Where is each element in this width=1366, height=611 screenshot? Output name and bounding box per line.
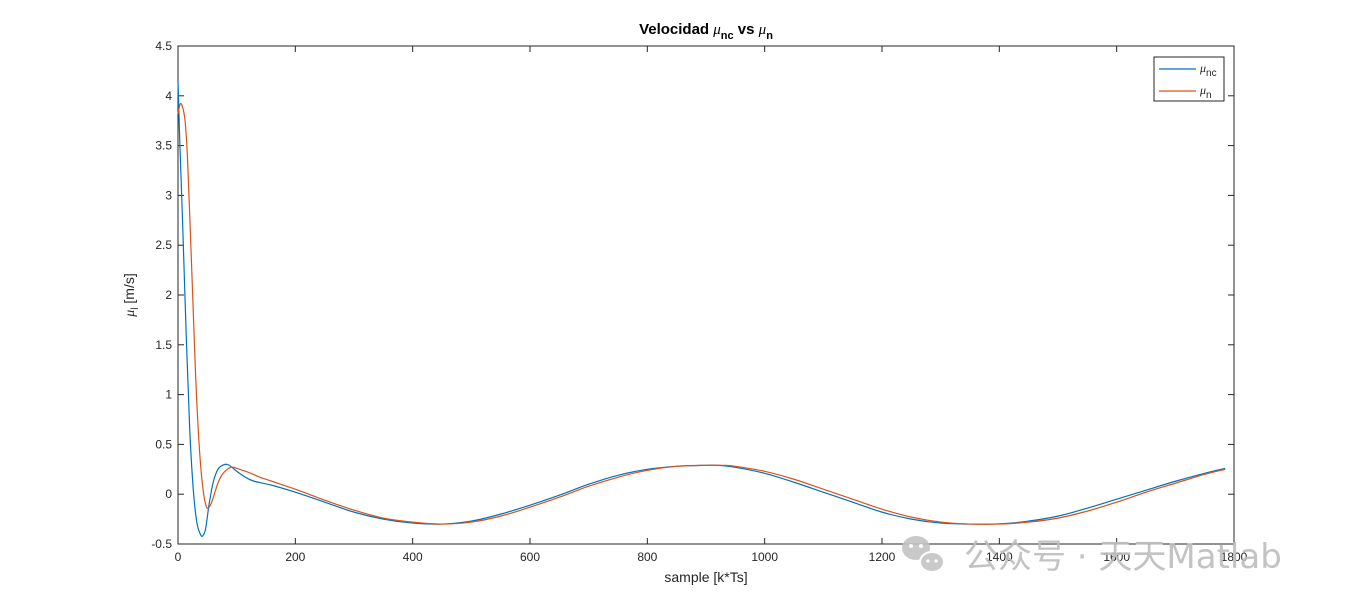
watermark: 公众号 · 天天Matlab xyxy=(902,536,1282,577)
series-lines xyxy=(177,80,1226,537)
series-line-mu-n xyxy=(177,102,1226,525)
x-tick-label: 400 xyxy=(403,550,423,564)
y-tick-labels: -0.5 0 0.5 1 1.5 2 2.5 3 3.5 4 4.5 xyxy=(151,39,172,551)
x-tick-labels: 0 200 400 600 800 1000 1200 1400 1600 1800 xyxy=(175,550,1248,564)
x-tick-label: 1400 xyxy=(986,550,1013,564)
chart-title: Velocidad μnc vs μn xyxy=(639,21,773,42)
chart-title-sub2: n xyxy=(766,30,773,42)
legend-label-mu-n: μn xyxy=(1199,83,1212,101)
chart-title-sub1: nc xyxy=(721,30,734,42)
legend-label-mu-n-mu: μ xyxy=(1199,83,1206,97)
x-tick-label: 1000 xyxy=(751,550,778,564)
y-tick-label: 0.5 xyxy=(155,437,172,451)
chart-title-mu1: μ xyxy=(712,22,721,38)
legend[interactable]: μnc μn xyxy=(1153,56,1225,102)
y-axis-label: μl [m/s] xyxy=(121,273,141,318)
x-axis-label: sample [k*Ts] xyxy=(664,569,747,585)
x-tick-label: 600 xyxy=(520,550,540,564)
y-axis-label-sub: l xyxy=(130,307,141,309)
legend-label-mu-n-sub: n xyxy=(1206,90,1212,101)
x-tick-label: 1200 xyxy=(869,550,896,564)
y-axis-label-mu: μ xyxy=(123,310,138,318)
y-tick-label: 1.5 xyxy=(155,338,172,352)
y-tick-label: 4 xyxy=(165,89,172,103)
plot-area xyxy=(177,45,1235,545)
y-tick-label: -0.5 xyxy=(151,537,172,551)
y-tick-label: 4.5 xyxy=(155,39,172,53)
legend-box xyxy=(1153,56,1225,102)
x-tick-label: 1600 xyxy=(1103,550,1130,564)
y-tick-label: 3 xyxy=(165,188,172,202)
y-tick-label: 0 xyxy=(165,487,172,501)
y-axis-label-unit: [m/s] xyxy=(121,273,137,307)
legend-label-mu-nc: μnc xyxy=(1199,61,1217,79)
wechat-icon xyxy=(902,536,945,573)
x-tick-label: 200 xyxy=(285,550,305,564)
x-tick-label: 800 xyxy=(637,550,657,564)
chart-title-prefix: Velocidad xyxy=(639,21,713,38)
x-tick-label: 1800 xyxy=(1221,550,1248,564)
watermark-text: 公众号 · 天天Matlab xyxy=(964,537,1282,577)
y-tick-label: 3.5 xyxy=(155,139,172,153)
x-tick-label: 0 xyxy=(175,550,182,564)
y-tick-label: 2 xyxy=(165,288,172,302)
legend-label-mu-nc-mu: μ xyxy=(1199,61,1206,75)
chart-title-middle: vs xyxy=(734,21,759,38)
y-tick-label: 2.5 xyxy=(155,238,172,252)
chart-title-mu2: μ xyxy=(758,22,767,38)
legend-label-mu-nc-sub: nc xyxy=(1206,68,1217,79)
y-tick-label: 1 xyxy=(165,388,172,402)
